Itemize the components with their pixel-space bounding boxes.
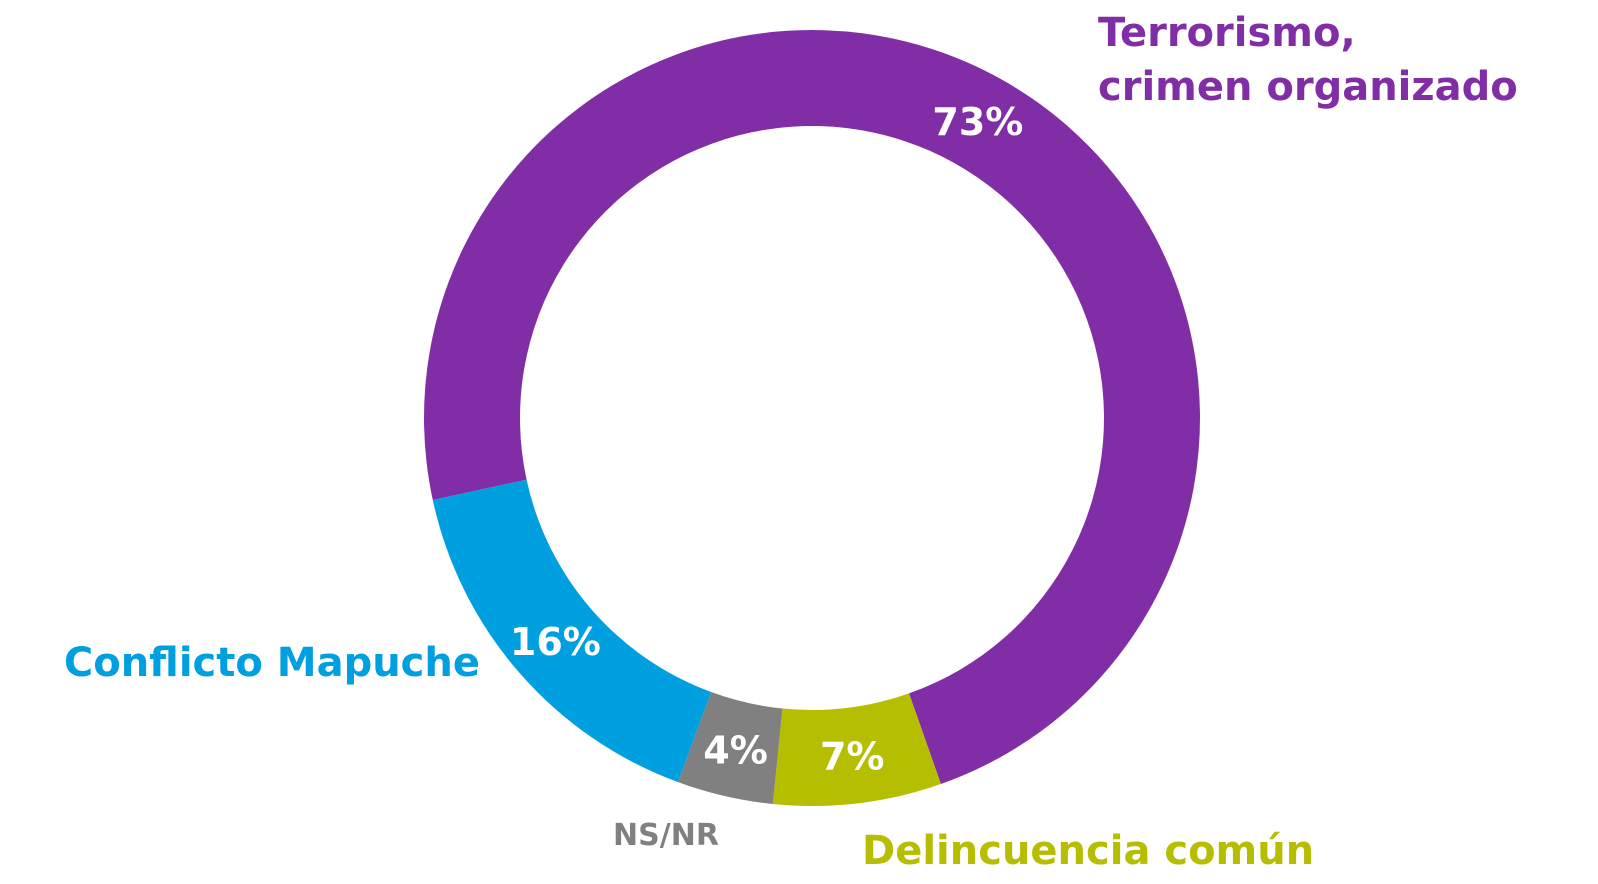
slices [424,29,1201,806]
slice [678,692,783,805]
category-label: Terrorismo, crimen organizado [1098,10,1518,110]
category-label: Conflicto Mapuche [64,640,480,686]
value-label: 16% [510,620,601,664]
value-labels: 73% 7% 4% 16% [510,100,1023,778]
value-label: 73% [932,100,1023,144]
category-label: Delincuencia común [862,828,1314,874]
value-label: 7% [820,735,885,779]
slice [432,479,712,783]
slice [772,693,941,806]
category-label: NS/NR [613,818,719,853]
value-label: 4% [703,728,768,772]
